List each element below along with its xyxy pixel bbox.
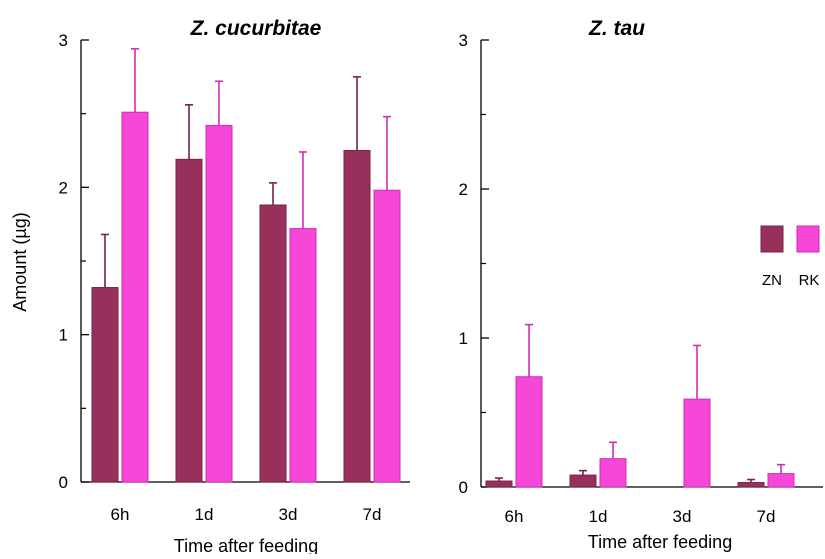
bar-zn-3d-left — [259, 204, 287, 483]
y-axis-label: Amount (µg) — [10, 212, 30, 311]
y-tick-label-right: 0 — [459, 478, 468, 497]
bar-zn-7d-right — [737, 482, 765, 488]
panel-title-z-cucurbitae: Z. cucurbitae — [190, 17, 322, 40]
bar-rk-6h-left — [121, 111, 149, 483]
legend-label-rk: RK — [799, 272, 820, 289]
bar-zn-1d-left — [175, 158, 203, 483]
y-tick-label-left: 2 — [59, 178, 68, 197]
x-tick-label-right: 6h — [505, 507, 524, 526]
bar-rk-3d-left — [289, 228, 317, 483]
bar-rk-1d-left — [205, 124, 233, 483]
legend-label-zn: ZN — [762, 272, 782, 289]
y-tick-label-left: 0 — [59, 473, 68, 492]
panel-title-z-tau: Z. tau — [588, 17, 645, 40]
legend: ZN RK — [760, 225, 820, 289]
y-tick-label-left: 3 — [59, 31, 68, 50]
y-tick-label-right: 2 — [459, 180, 468, 199]
x-tick-label-left: 1d — [195, 505, 214, 524]
x-tick-label-left: 3d — [279, 505, 298, 524]
x-tick-label-left: 6h — [111, 505, 130, 524]
bar-rk-6h-right — [515, 376, 543, 488]
x-tick-label-left: 7d — [363, 505, 382, 524]
y-tick-label-left: 1 — [59, 326, 68, 345]
bar-zn-7d-left — [343, 150, 371, 483]
chart-marks: 0 1 2 3 6h 1d 3d 7d 0 1 2 3 6h 1d 3d 7d — [59, 31, 823, 526]
x-tick-label-right: 7d — [757, 507, 776, 526]
legend-swatch-zn — [760, 225, 784, 253]
bar-rk-7d-right — [767, 473, 795, 488]
bar-zn-1d-right — [569, 474, 597, 488]
bar-rk-3d-right — [683, 398, 711, 488]
y-tick-label-right: 1 — [459, 329, 468, 348]
x-axis-label-left: Time after feeding — [174, 536, 318, 554]
x-axis-label-right: Time after feeding — [588, 532, 732, 552]
x-tick-label-right: 3d — [673, 507, 692, 526]
legend-swatch-rk — [796, 225, 820, 253]
x-tick-label-right: 1d — [589, 507, 608, 526]
y-tick-label-right: 3 — [459, 31, 468, 50]
bar-zn-6h-right — [485, 480, 513, 488]
bar-zn-6h-left — [91, 287, 119, 483]
bar-rk-7d-left — [373, 189, 401, 483]
bar-rk-1d-right — [599, 458, 627, 488]
